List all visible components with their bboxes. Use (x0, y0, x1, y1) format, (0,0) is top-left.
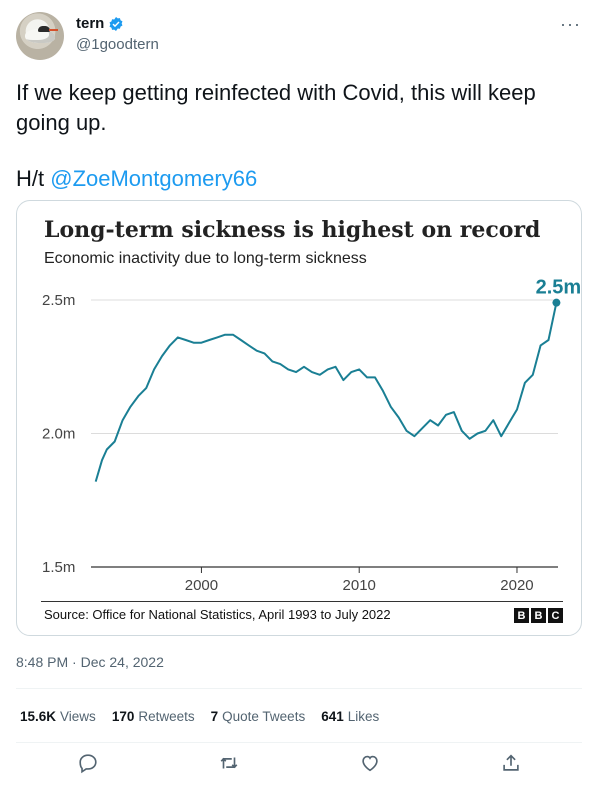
chart-source: Source: Office for National Statistics, … (41, 601, 563, 623)
stat-value: 170 (111, 709, 135, 724)
stat-value: 15.6K (20, 709, 57, 724)
series-line (94, 302, 558, 482)
y-tick-label: 1.5m (42, 559, 75, 576)
stat-label: Retweets (138, 709, 195, 724)
stat-value: 641 (321, 709, 344, 724)
chart-title: Long-term sickness is highest on record (44, 217, 541, 243)
tweet-stats: 15.6K Views 170 Retweets 7 Quote Tweets 641… (20, 709, 379, 724)
stat-likes[interactable]: 641 Likes (321, 709, 379, 724)
stat-value: 7 (210, 709, 219, 724)
chart-subtitle: Economic inactivity due to long-term sic… (44, 250, 367, 267)
hat-tip-prefix: H/t (16, 166, 51, 191)
hat-tip-line: H/t @ZoeMontgomery66 (16, 164, 576, 194)
bbc-logo-letter: B (531, 608, 546, 623)
x-tick-label: 2010 (343, 577, 376, 594)
tweet-timestamp[interactable]: 8:48 PM · Dec 24, 2022 (16, 654, 164, 670)
more-options-icon[interactable]: ··· (560, 14, 581, 34)
bbc-logo-letter: B (514, 608, 529, 623)
share-icon[interactable] (500, 752, 522, 774)
chart-svg: 2.5m 2.0m 1.5m 2000 2010 2020 2.5m (42, 277, 581, 594)
end-point-marker (552, 298, 561, 307)
stat-quote-tweets[interactable]: 7 Quote Tweets (211, 709, 306, 724)
tweet-body: If we keep getting reinfected with Covid… (16, 80, 536, 135)
verified-badge-icon (109, 16, 123, 31)
x-tick-label: 2020 (500, 577, 533, 594)
divider (16, 688, 582, 689)
y-tick-label: 2.0m (42, 426, 75, 443)
y-tick-label: 2.5m (42, 292, 75, 309)
reply-icon[interactable] (77, 752, 99, 774)
avatar-bird (25, 29, 55, 43)
like-icon[interactable] (359, 752, 381, 774)
chart-source-text: Source: Office for National Statistics, … (44, 607, 391, 622)
divider (16, 742, 582, 743)
tweet-text: If we keep getting reinfected with Covid… (16, 78, 576, 194)
stat-retweets[interactable]: 170 Retweets (112, 709, 195, 724)
author-handle[interactable]: @1goodtern (76, 36, 159, 53)
end-value-label: 2.5m (536, 277, 581, 299)
action-bar (0, 752, 598, 782)
stat-label: Views (60, 709, 96, 724)
mention-link[interactable]: @ZoeMontgomery66 (50, 166, 258, 191)
stat-views[interactable]: 15.6K Views (20, 709, 96, 724)
retweet-icon[interactable] (218, 752, 240, 774)
chart-image-card[interactable]: 2.5m 2.0m 1.5m 2000 2010 2020 2.5m Long-term s… (16, 200, 582, 636)
avatar[interactable] (16, 12, 64, 60)
stat-label: Quote Tweets (222, 709, 306, 724)
x-tick-label: 2000 (185, 577, 218, 594)
bbc-logo-letter: C (548, 608, 563, 623)
stat-label: Likes (347, 709, 380, 724)
author-name[interactable]: tern (76, 15, 105, 32)
bbc-logo: B B C (514, 608, 563, 623)
author-name-row[interactable]: tern (76, 15, 124, 32)
